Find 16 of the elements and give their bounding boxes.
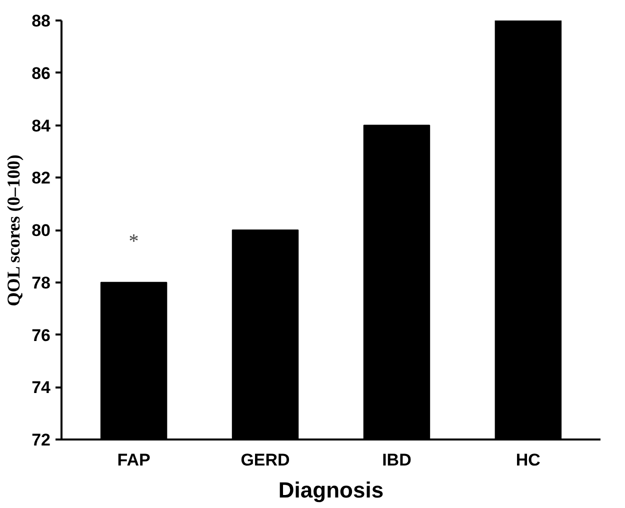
y-tick-label: 78 (32, 273, 51, 292)
y-tick-label: 76 (32, 326, 51, 345)
annotation: * (128, 230, 139, 252)
y-tick-label: 74 (32, 378, 52, 398)
x-tick-label: GERD (240, 450, 290, 470)
y-tick-label: 88 (32, 12, 51, 30)
y-tick-label: 84 (32, 116, 52, 136)
y-tick-label: 72 (32, 430, 51, 450)
x-axis-title: Diagnosis (278, 478, 384, 502)
y-axis-title: QOL scores (0–100) (4, 154, 24, 306)
x-tick-label: IBD (382, 450, 412, 470)
y-tick-label: 80 (32, 221, 51, 240)
y-tick-label: 86 (32, 64, 51, 83)
y-tick-label: 82 (32, 168, 51, 188)
x-tick-label: FAP (117, 450, 150, 470)
x-tick-label: HC (516, 450, 540, 470)
